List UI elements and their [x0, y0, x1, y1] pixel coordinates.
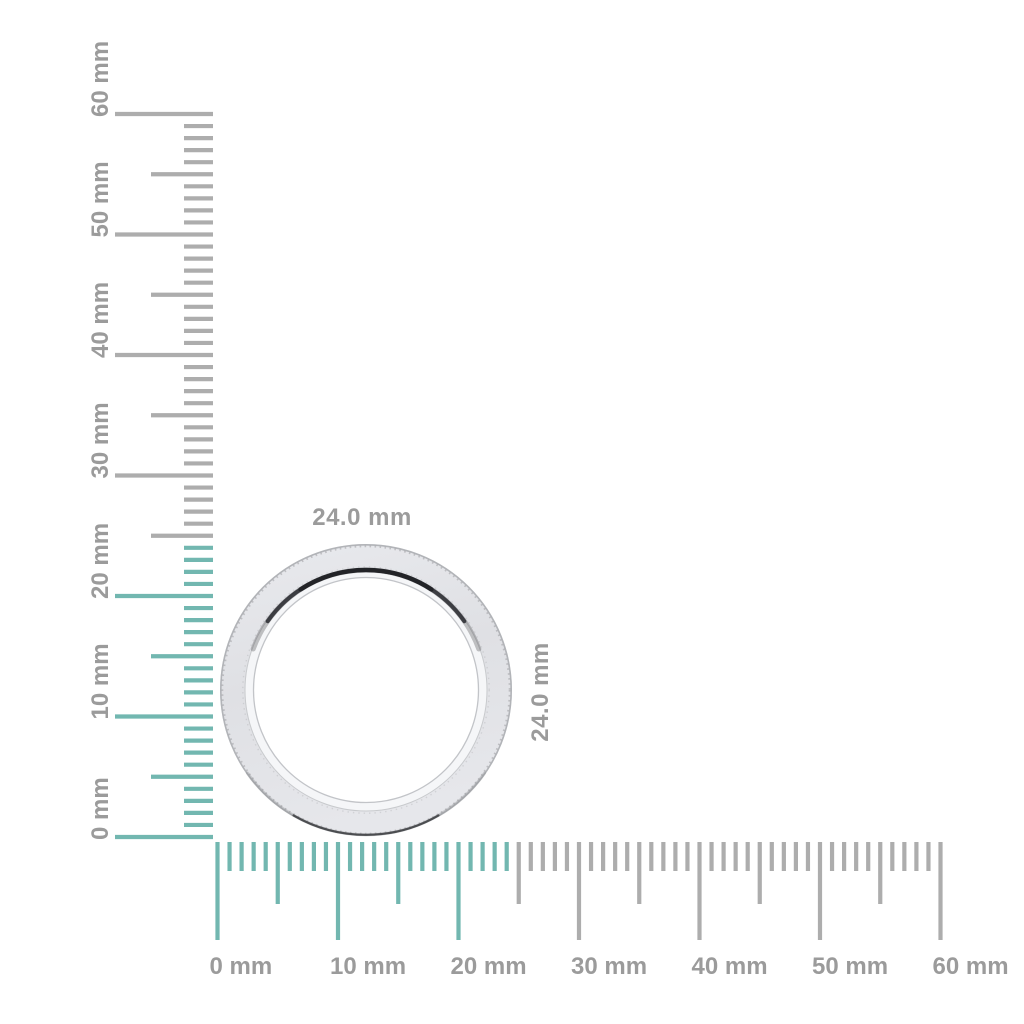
vertical-ruler-label-20mm: 20 mm	[87, 523, 114, 599]
ring-bottom-shadow-arc	[245, 771, 487, 837]
vertical-ruler-label-40mm: 40 mm	[87, 282, 114, 358]
ring-inner-shadow-core	[298, 567, 434, 592]
ring-inner-shadow-arc	[250, 567, 482, 652]
ring-bottom-shadow-main	[292, 814, 440, 836]
vertical-ruler-label-50mm: 50 mm	[87, 161, 114, 237]
horizontal-ruler: 0 mm 10 mm 20 mm 30 mm 40 mm 50 mm 60 mm	[210, 842, 1009, 980]
vertical-ruler-label-10mm: 10 mm	[87, 643, 114, 719]
horizontal-ruler-label-40mm: 40 mm	[692, 953, 768, 980]
horizontal-ruler-label-50mm: 50 mm	[812, 953, 888, 980]
ring-image	[220, 543, 512, 837]
vertical-ruler-label-30mm: 30 mm	[87, 402, 114, 478]
ring-inner-edge	[252, 576, 480, 804]
vertical-ruler-label-60mm: 60 mm	[87, 41, 114, 117]
ring-milgrain-dots-inner	[242, 566, 490, 814]
vertical-ruler-labels: 0 mm 10 mm 20 mm 30 mm 40 mm 50 mm 60 mm	[87, 41, 114, 840]
vertical-ruler-ticks	[115, 111, 213, 840]
ring-milgrain-dots	[221, 545, 511, 835]
vertical-ruler: 0 mm 10 mm 20 mm 30 mm 40 mm 50 mm 60 mm	[87, 41, 213, 840]
height-dimension-label: 24.0 mm	[527, 642, 554, 742]
vertical-ruler-label-0mm: 0 mm	[87, 777, 114, 840]
horizontal-ruler-label-60mm: 60 mm	[933, 953, 1009, 980]
horizontal-ruler-ticks	[215, 842, 943, 940]
horizontal-ruler-label-10mm: 10 mm	[330, 953, 406, 980]
horizontal-ruler-labels: 0 mm 10 mm 20 mm 30 mm 40 mm 50 mm 60 mm	[210, 953, 1009, 980]
horizontal-ruler-label-20mm: 20 mm	[451, 953, 527, 980]
horizontal-ruler-label-0mm: 0 mm	[210, 953, 273, 980]
horizontal-ruler-label-30mm: 30 mm	[571, 953, 647, 980]
ring-inner-bevel	[245, 569, 487, 811]
width-dimension-label: 24.0 mm	[312, 504, 412, 531]
